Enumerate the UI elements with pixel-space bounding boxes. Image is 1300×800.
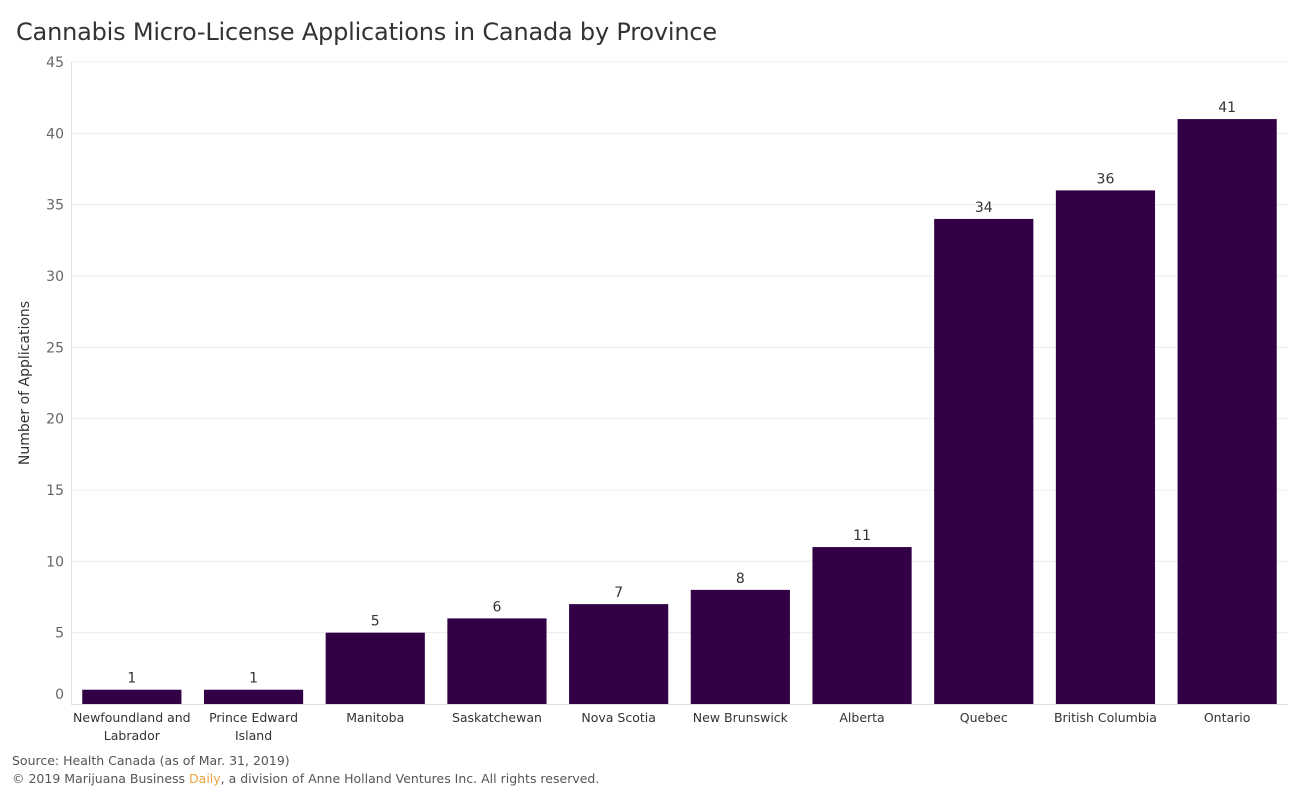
y-tick-label: 10 <box>46 554 64 570</box>
data-label: 6 <box>492 599 501 615</box>
x-tick-label: Nova Scotia <box>581 710 656 725</box>
data-label: 34 <box>975 200 993 216</box>
x-tick-label: New Brunswick <box>693 710 789 725</box>
y-axis-label: Number of Applications <box>17 301 33 465</box>
data-label: 5 <box>371 614 380 630</box>
x-tick-label-line: Nova Scotia <box>581 710 656 725</box>
copyright-note: © 2019 Marijuana Business Daily, a divis… <box>12 771 599 786</box>
x-tick-label: Alberta <box>839 710 884 725</box>
x-tick-label-line: Manitoba <box>346 710 404 725</box>
y-tick-label: 15 <box>46 483 64 499</box>
x-tick-label: Saskatchewan <box>452 710 542 725</box>
x-tick-label: Newfoundland and Labrador <box>73 710 191 743</box>
y-tick-label: 35 <box>46 198 64 214</box>
x-tick-label-line: Quebec <box>960 710 1008 725</box>
data-label: 11 <box>853 528 871 544</box>
bar <box>203 689 304 704</box>
y-tick-label: 30 <box>46 269 64 285</box>
bar <box>934 218 1034 704</box>
bar <box>1055 190 1156 704</box>
x-tick-label-line: Ontario <box>1204 710 1251 725</box>
x-tick-label: Quebec <box>960 710 1008 725</box>
y-tick-label: 40 <box>46 126 64 142</box>
bar <box>569 604 669 704</box>
y-tick-label: 0 <box>55 687 64 703</box>
bar <box>690 589 790 704</box>
x-tick-label-line: Newfoundland and <box>73 710 191 725</box>
data-label: 36 <box>1097 171 1115 187</box>
y-tick-label: 45 <box>46 55 64 71</box>
source-note: Source: Health Canada (as of Mar. 31, 20… <box>12 753 290 768</box>
bar <box>325 632 425 704</box>
x-tick-label: Manitoba <box>346 710 404 725</box>
data-label: 1 <box>127 671 136 687</box>
x-tick-label-line: British Columbia <box>1054 710 1157 725</box>
y-tick-label: 25 <box>46 340 64 356</box>
data-label: 8 <box>736 571 745 587</box>
x-tick-label: Prince Edward Island <box>209 710 298 743</box>
x-tick-label-line: Labrador <box>104 728 161 743</box>
x-tick-label-line: Alberta <box>839 710 884 725</box>
x-tick-label: Ontario <box>1204 710 1251 725</box>
y-tick-label: 5 <box>55 626 64 642</box>
copyright-suffix: , a division of Anne Holland Ventures In… <box>220 771 600 786</box>
bar <box>1177 119 1277 705</box>
data-label: 41 <box>1218 100 1236 116</box>
x-tick-label-line: Prince Edward <box>209 710 298 725</box>
bar <box>82 689 182 704</box>
data-label: 7 <box>614 585 623 601</box>
x-tick-label-line: Saskatchewan <box>452 710 542 725</box>
y-tick-label: 20 <box>46 412 64 428</box>
chart-title: Cannabis Micro-License Applications in C… <box>16 18 717 46</box>
copyright-prefix: © 2019 Marijuana Business <box>12 771 190 786</box>
x-tick-label-line: New Brunswick <box>693 710 789 725</box>
bar <box>447 618 547 704</box>
data-label: 1 <box>249 671 258 687</box>
copyright-brand: Daily <box>189 771 221 786</box>
x-tick-label: British Columbia <box>1054 710 1157 725</box>
bar <box>812 547 912 704</box>
x-tick-label-line: Island <box>235 728 272 743</box>
